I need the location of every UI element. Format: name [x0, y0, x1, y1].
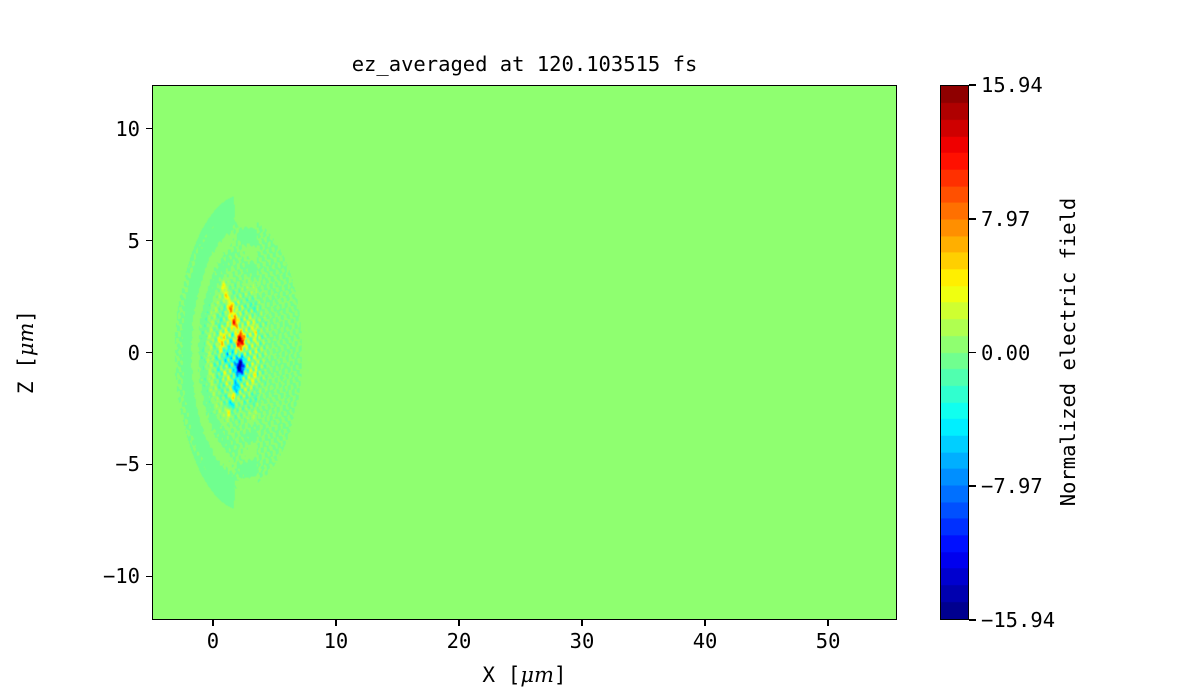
y-tick-mark — [146, 127, 152, 130]
colorbar-tick-mark — [969, 485, 976, 488]
y-tick-label: 0 — [127, 340, 140, 365]
x-tick-mark — [335, 620, 337, 626]
x-tick-mark — [212, 620, 214, 626]
field-heatmap-canvas — [153, 86, 896, 619]
y-tick-mark — [146, 351, 152, 354]
x-tick-label: 40 — [692, 629, 718, 653]
x-tick-mark — [458, 620, 460, 626]
x-tick-label: 50 — [815, 629, 841, 653]
heatmap-axes — [152, 85, 897, 620]
y-axis-label-suffix: ] — [14, 309, 38, 323]
y-tick-mark — [146, 575, 152, 578]
y-tick-mark — [146, 239, 152, 242]
x-tick-label: 10 — [323, 629, 349, 653]
x-tick-label: 0 — [206, 629, 220, 653]
x-tick-mark — [581, 620, 583, 626]
y-tick-label: 5 — [127, 228, 140, 253]
x-axis-label-prefix: X [ — [482, 663, 521, 687]
colorbar-tick-label: 0.00 — [981, 340, 1031, 365]
colorbar-tick-mark — [969, 351, 976, 354]
colorbar-tick-mark — [969, 619, 976, 621]
y-axis-label-unit: μm — [14, 322, 38, 357]
x-axis-label-suffix: ] — [553, 663, 567, 687]
y-axis-label-prefix: Z [ — [14, 356, 38, 395]
y-tick-mark — [146, 463, 152, 466]
x-tick-mark — [827, 620, 829, 626]
colorbar-label: Normalized electric field — [1056, 197, 1080, 507]
colorbar-tick-mark — [969, 217, 976, 220]
colorbar-tick-label: −15.94 — [981, 608, 1056, 632]
plot-title: ez_averaged at 120.103515 fs — [351, 52, 698, 76]
colorbar-tick-label: 7.97 — [981, 206, 1031, 231]
colorbar — [940, 85, 969, 620]
x-axis-label: X [μm] — [152, 663, 897, 687]
colorbar-tick-label: −7.97 — [981, 474, 1043, 499]
y-tick-label: 10 — [115, 116, 140, 141]
x-tick-label: 30 — [569, 629, 595, 653]
x-tick-label: 20 — [446, 629, 472, 653]
colorbar-tick-mark — [969, 84, 976, 86]
colorbar-gradient-canvas — [941, 86, 968, 619]
colorbar-tick-label: 15.94 — [981, 73, 1043, 97]
y-tick-label: −10 — [102, 564, 140, 589]
y-tick-label: −5 — [115, 452, 140, 477]
x-tick-mark — [704, 620, 706, 626]
x-axis-label-unit: μm — [520, 663, 554, 687]
y-axis-label: Z [μm] — [14, 310, 38, 394]
